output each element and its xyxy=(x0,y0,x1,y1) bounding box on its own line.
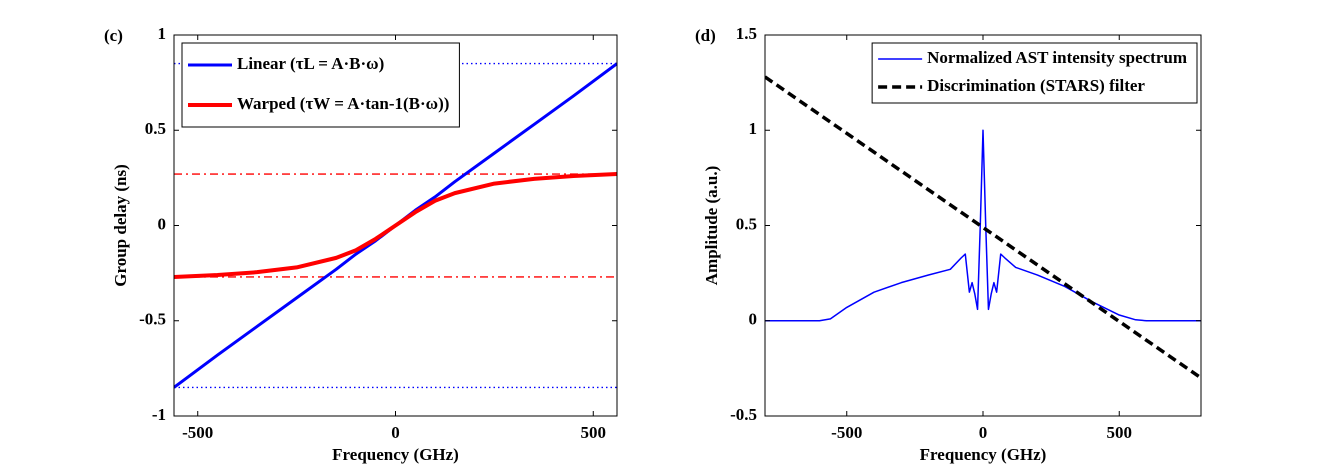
y-axis-label: Amplitude (a.u.) xyxy=(702,166,721,285)
x-tick-label: 500 xyxy=(1107,423,1133,442)
y-tick-label: -0.5 xyxy=(139,310,166,329)
x-axis-label: Frequency (GHz) xyxy=(332,445,459,464)
x-tick-label: -500 xyxy=(831,423,862,442)
series-line xyxy=(174,172,617,279)
legend-box xyxy=(871,42,1198,104)
y-tick-label: 0 xyxy=(158,214,167,233)
y-axis-label: Group delay (ns) xyxy=(111,164,130,287)
legend: Linear (τL = A·B·ω) Warped (τW = A·tan-1(… xyxy=(181,42,460,128)
panel: -500 0 500 -1 -0.5 0 0.5 1 Frequency (GHz) Group … xyxy=(104,24,618,464)
panel-label: (d) xyxy=(695,26,716,45)
x-tick-label: 500 xyxy=(581,423,607,442)
panel: -500 0 500 -0.5 0 0.5 1 1.5 Frequency (GHz) Ampli… xyxy=(695,24,1202,464)
legend: Normalized AST intensity spectrum Discrim… xyxy=(871,42,1198,104)
x-tick-label: 0 xyxy=(979,423,988,442)
plot-content xyxy=(765,75,1201,380)
y-tick-label: -0.5 xyxy=(730,405,757,424)
x-tick-label: -500 xyxy=(182,423,213,442)
series-line xyxy=(765,75,1201,380)
y-tick-label: 0.5 xyxy=(736,214,757,233)
x-axis-label: Frequency (GHz) xyxy=(920,445,1047,464)
y-tick-label: 1 xyxy=(749,119,758,138)
panel-label: (c) xyxy=(104,26,123,45)
y-tick-label: 0.5 xyxy=(145,119,166,138)
legend-label: Discrimination (STARS) filter xyxy=(927,76,1145,95)
x-tick-label: 0 xyxy=(391,423,400,442)
legend-box xyxy=(181,42,460,128)
y-tick-label: -1 xyxy=(152,405,166,424)
legend-label: Normalized AST intensity spectrum xyxy=(927,48,1187,67)
series-line xyxy=(765,129,1201,322)
legend-label: Linear (τL = A·B·ω) xyxy=(237,54,384,73)
y-tick-label: 0 xyxy=(749,310,758,329)
y-tick-label: 1 xyxy=(158,24,167,43)
y-tick-label: 1.5 xyxy=(736,24,757,43)
legend-label: Warped (τW = A·tan-1(B·ω)) xyxy=(237,94,449,113)
